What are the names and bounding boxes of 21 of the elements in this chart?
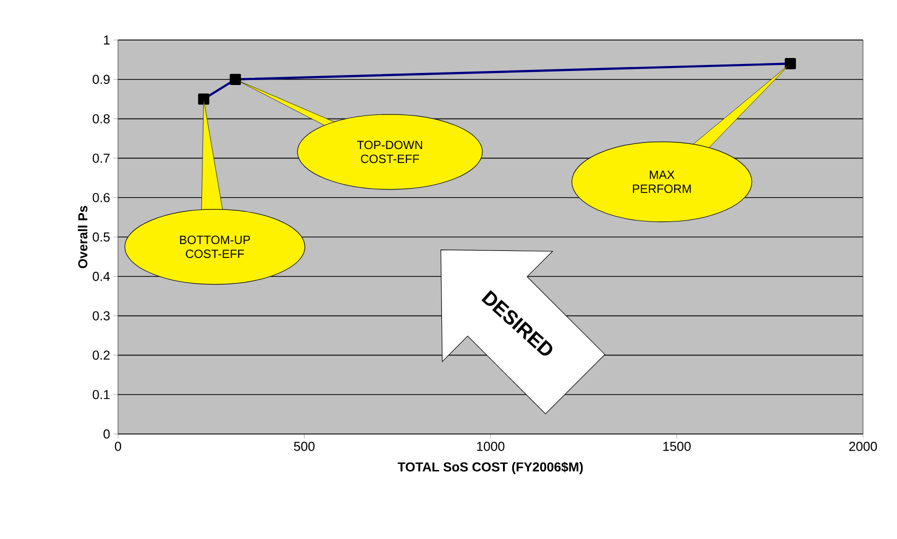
x-tick-label: 1500 bbox=[663, 442, 691, 451]
y-tick-label: 0.5 bbox=[92, 232, 110, 242]
annotation: TOP-DOWN COST-EFF bbox=[357, 140, 422, 164]
x-axis-title: TOTAL SoS COST (FY2006$M) bbox=[398, 462, 583, 474]
y-tick-label: 0.3 bbox=[92, 311, 110, 320]
y-tick-label: 0.7 bbox=[92, 154, 110, 163]
annotation: MAX PERFORM bbox=[632, 170, 691, 193]
y-tick-label: 0.8 bbox=[92, 114, 110, 124]
annotation: BOTTOM-UP COST-EFF bbox=[180, 236, 250, 258]
x-tick-label: 0 bbox=[114, 442, 122, 451]
x-tick-label: 1000 bbox=[477, 442, 504, 451]
x-tick-label: 2000 bbox=[849, 442, 877, 451]
x-tick-label: 500 bbox=[294, 442, 315, 451]
y-tick-label: 0.6 bbox=[92, 193, 110, 202]
y-tick-label: 0.2 bbox=[92, 350, 110, 360]
y-tick-label: 0.1 bbox=[92, 390, 110, 400]
y-tick-label: 0.4 bbox=[92, 272, 110, 281]
y-axis-title: Overall Ps bbox=[78, 206, 88, 268]
y-tick-label: 0 bbox=[104, 429, 110, 439]
y-tick-label: 1 bbox=[104, 36, 110, 44]
y-tick-label: 0.9 bbox=[92, 74, 110, 84]
